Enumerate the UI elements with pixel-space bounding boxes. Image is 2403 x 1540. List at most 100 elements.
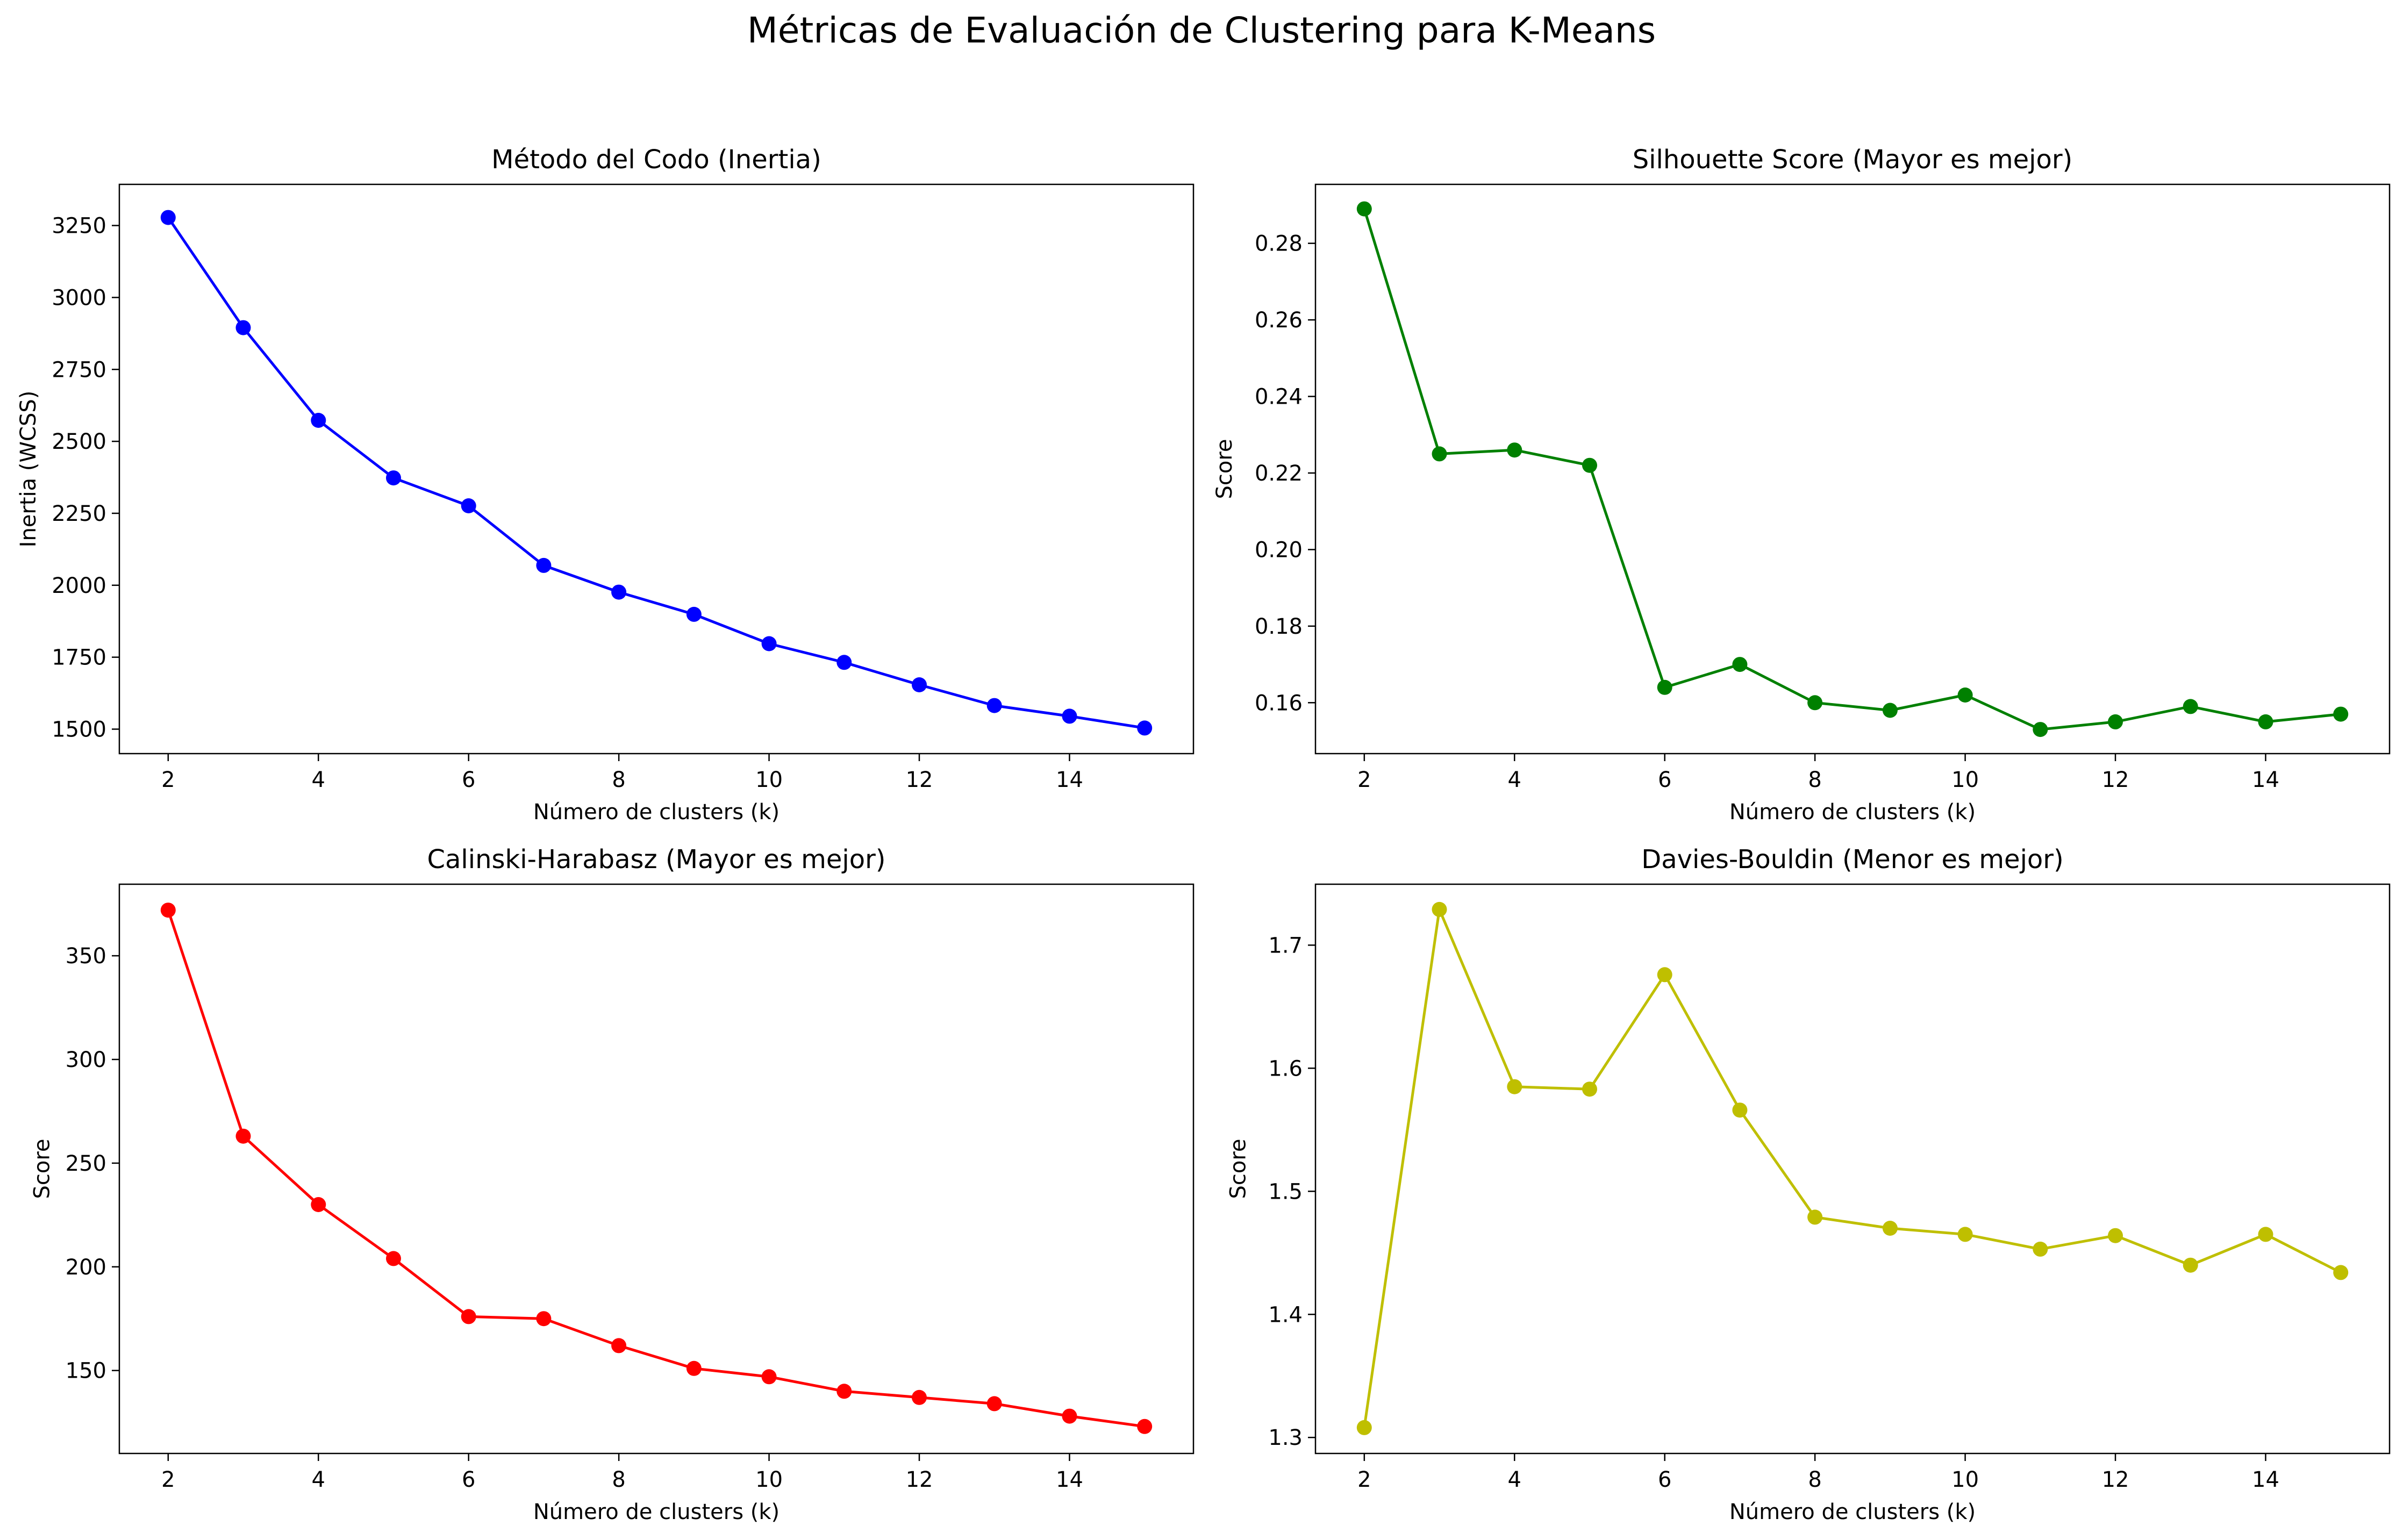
davies-bouldin-data-point — [2183, 1257, 2198, 1273]
calinski-harabasz-y-tick-label: 300 — [66, 1048, 106, 1072]
silhouette-y-tick-label: 0.26 — [1255, 308, 1303, 333]
davies-bouldin-data-point — [1957, 1227, 1973, 1242]
silhouette-y-tick-label: 0.18 — [1255, 614, 1303, 639]
silhouette-data-point — [1732, 657, 1748, 672]
silhouette-data-point — [1807, 695, 1823, 711]
calinski-harabasz-x-tick-label: 2 — [161, 1467, 175, 1492]
calinski-harabasz-x-axis-label: Número de clusters (k) — [533, 1500, 779, 1524]
calinski-harabasz-data-point — [761, 1369, 777, 1385]
calinski-harabasz-series-line — [167, 909, 1145, 1428]
elbow-data-point — [686, 606, 702, 622]
elbow-chart-title: Método del Codo (Inertia) — [491, 145, 821, 175]
elbow-axes-frame — [118, 183, 1195, 755]
davies-bouldin-data-point — [2258, 1227, 2273, 1242]
calinski-harabasz-chart: 2 4 6 8 10 12 14 150 200 250 300 350 Calinski-Haraba… — [30, 844, 1195, 1524]
elbow-series-line — [167, 217, 1145, 729]
davies-bouldin-chart-title: Davies-Bouldin (Menor es mejor) — [1641, 844, 2064, 875]
elbow-data-point — [836, 655, 852, 670]
elbow-data-point — [235, 320, 251, 335]
silhouette-data-point — [1957, 687, 1973, 703]
davies-bouldin-y-tick-label: 1.3 — [1268, 1426, 1303, 1450]
calinski-harabasz-x-tick-label: 10 — [755, 1467, 783, 1492]
davies-bouldin-y-axis-label: Score — [1226, 1138, 1251, 1199]
silhouette-y-axis-label: Score — [1212, 439, 1237, 499]
davies-bouldin-y-tick-label: 1.4 — [1268, 1302, 1303, 1327]
calinski-harabasz-y-tick-label: 350 — [66, 944, 106, 969]
davies-bouldin-data-point — [2333, 1265, 2349, 1280]
calinski-harabasz-y-tick-label: 150 — [66, 1359, 106, 1384]
figure-title: Métricas de Evaluación de Clustering par… — [747, 10, 1656, 51]
calinski-harabasz-data-point — [311, 1197, 326, 1212]
davies-bouldin-x-tick-label: 10 — [1951, 1467, 1979, 1492]
calinski-harabasz-data-point — [1062, 1408, 1077, 1424]
davies-bouldin-data-point — [2033, 1241, 2048, 1257]
calinski-harabasz-data-point — [836, 1384, 852, 1399]
silhouette-y-tick-label: 0.20 — [1255, 538, 1303, 562]
calinski-harabasz-x-tick-label: 14 — [1056, 1467, 1083, 1492]
calinski-harabasz-x-tick-label: 6 — [462, 1467, 475, 1492]
elbow-x-tick-label: 6 — [462, 768, 475, 792]
davies-bouldin-data-point — [1582, 1081, 1597, 1097]
calinski-harabasz-y-axis-label: Score — [30, 1138, 55, 1199]
elbow-data-point — [386, 470, 401, 486]
davies-bouldin-axes-frame — [1314, 883, 2391, 1455]
elbow-data-point — [1062, 708, 1077, 724]
elbow-y-tick-label: 2250 — [52, 502, 106, 526]
silhouette-x-tick-label: 2 — [1357, 768, 1371, 792]
silhouette-y-tick-label: 0.22 — [1255, 461, 1303, 486]
elbow-y-tick-label: 1500 — [52, 717, 106, 742]
silhouette-data-point — [2108, 714, 2123, 729]
davies-bouldin-data-point — [2108, 1228, 2123, 1243]
silhouette-y-tick-label: 0.28 — [1255, 232, 1303, 256]
elbow-y-axis-label: Inertia (WCSS) — [16, 391, 41, 548]
davies-bouldin-data-point — [1732, 1102, 1748, 1118]
elbow-x-axis-label: Número de clusters (k) — [533, 800, 779, 825]
elbow-x-tick-label: 10 — [755, 768, 783, 792]
davies-bouldin-data-point — [1356, 1420, 1372, 1435]
calinski-harabasz-data-point — [611, 1338, 627, 1353]
silhouette-x-tick-label: 8 — [1808, 768, 1821, 792]
calinski-harabasz-data-point — [160, 902, 176, 918]
davies-bouldin-y-tick-label: 1.7 — [1268, 933, 1303, 958]
davies-bouldin-x-tick-label: 12 — [2102, 1467, 2129, 1492]
davies-bouldin-chart: 2 4 6 8 10 12 14 1.3 1.4 1.5 1.6 1.7 Davies-Bouldin … — [1226, 844, 2391, 1524]
calinski-harabasz-data-point — [536, 1311, 552, 1327]
davies-bouldin-x-tick-label: 2 — [1357, 1467, 1371, 1492]
silhouette-x-tick-label: 10 — [1951, 768, 1979, 792]
silhouette-x-tick-label: 12 — [2102, 768, 2129, 792]
silhouette-data-point — [1882, 703, 1898, 718]
silhouette-x-tick-label: 6 — [1658, 768, 1671, 792]
davies-bouldin-x-tick-label: 6 — [1658, 1467, 1671, 1492]
elbow-data-point — [160, 210, 176, 225]
calinski-harabasz-chart-title: Calinski-Harabasz (Mayor es mejor) — [427, 844, 885, 875]
elbow-data-point — [611, 584, 627, 600]
calinski-harabasz-x-tick-label: 4 — [312, 1467, 325, 1492]
silhouette-x-tick-label: 4 — [1508, 768, 1521, 792]
calinski-harabasz-y-tick-label: 200 — [66, 1255, 106, 1280]
davies-bouldin-data-point — [1882, 1221, 1898, 1236]
calinski-harabasz-data-point — [386, 1251, 401, 1266]
davies-bouldin-x-tick-label: 14 — [2252, 1467, 2279, 1492]
calinski-harabasz-data-point — [1137, 1419, 1153, 1434]
elbow-data-point — [761, 636, 777, 651]
elbow-x-tick-label: 2 — [161, 768, 175, 792]
davies-bouldin-data-point — [1807, 1209, 1823, 1225]
silhouette-y-tick-label: 0.24 — [1255, 385, 1303, 410]
elbow-data-point — [311, 413, 326, 428]
calinski-harabasz-y-tick-label: 250 — [66, 1151, 106, 1176]
silhouette-data-point — [1432, 446, 1447, 462]
davies-bouldin-data-point — [1657, 967, 1672, 983]
calinski-harabasz-x-tick-label: 12 — [906, 1467, 933, 1492]
elbow-x-tick-label: 8 — [612, 768, 625, 792]
silhouette-y-tick-label: 0.16 — [1255, 691, 1303, 715]
elbow-x-tick-label: 4 — [312, 768, 325, 792]
silhouette-data-point — [1657, 679, 1672, 695]
elbow-y-tick-label: 2500 — [52, 429, 106, 454]
silhouette-data-point — [1507, 442, 1522, 458]
silhouette-axes-frame — [1314, 183, 2391, 755]
silhouette-data-point — [2183, 699, 2198, 714]
silhouette-data-point — [2333, 706, 2349, 722]
silhouette-data-point — [2033, 722, 2048, 737]
davies-bouldin-y-tick-label: 1.5 — [1268, 1179, 1303, 1204]
